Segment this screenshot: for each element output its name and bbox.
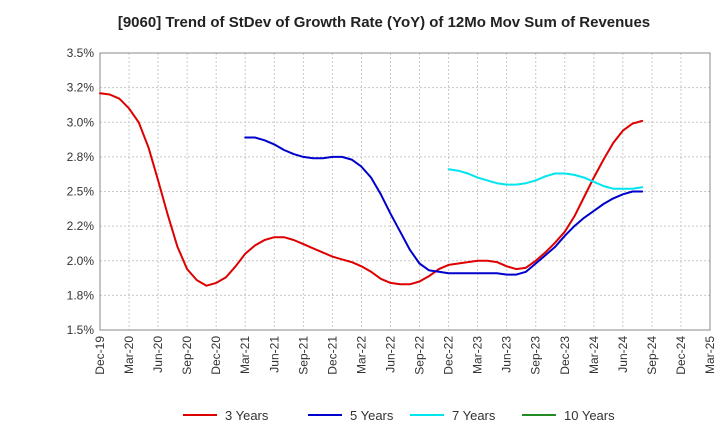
y-tick-label: 2.5% [67,185,95,199]
x-axis-ticks: Dec-19 Mar-20 Jun-20 Sep-20 Dec-20 Mar-21 Jun-… [93,336,717,375]
y-tick-label: 1.5% [67,323,95,337]
x-tick-label: Jun-23 [500,336,514,373]
x-tick-label: Sep-24 [645,336,659,375]
x-tick-label: Dec-22 [442,336,456,375]
legend-label-3-years: 3 Years [225,408,269,423]
plot-area-border [99,52,711,331]
series-line-5-years [244,136,644,276]
x-tick-label: Mar-20 [122,336,136,374]
legend-label-7-years: 7 Years [452,408,496,423]
series-line-3-years [99,92,644,287]
x-tick-label: Sep-23 [529,336,543,375]
y-axis-ticks: 1.5% 1.8% 2.0% 2.2% 2.5% 2.8% 3.0% 3.2% 3.5% [67,46,95,337]
series-line-7-years [447,168,644,190]
y-tick-label: 2.8% [67,150,95,164]
x-tick-label: Jun-24 [616,336,630,373]
x-tick-label: Jun-22 [383,336,397,373]
x-tick-label: Sep-21 [296,336,310,375]
x-tick-label: Jun-20 [151,336,165,373]
x-tick-label: Dec-20 [209,336,223,375]
legend: 3 Years 5 Years 7 Years 10 Years [183,408,615,423]
x-tick-label: Mar-24 [587,336,601,374]
y-tick-label: 1.8% [67,288,95,302]
chart-title: [9060] Trend of StDev of Growth Rate (Yo… [118,14,650,31]
y-tick-label: 3.5% [67,46,95,60]
x-tick-label: Mar-25 [703,336,717,374]
x-tick-label: Dec-21 [325,336,339,375]
x-tick-label: Mar-21 [238,336,252,374]
legend-label-5-years: 5 Years [350,408,394,423]
y-tick-label: 3.0% [67,115,95,129]
x-tick-label: Jun-21 [267,336,281,373]
x-tick-label: Sep-20 [180,336,194,375]
x-tick-label: Mar-22 [354,336,368,374]
y-tick-label: 2.2% [67,219,95,233]
legend-label-10-years: 10 Years [564,408,615,423]
x-tick-label: Dec-19 [93,336,107,375]
x-tick-label: Dec-24 [674,336,688,375]
y-tick-label: 2.0% [67,254,95,268]
grid [99,52,711,331]
y-tick-label: 3.2% [67,81,95,95]
x-tick-label: Sep-22 [413,336,427,375]
x-tick-label: Mar-23 [471,336,485,374]
series-lines [99,92,644,287]
x-tick-label: Dec-23 [558,336,572,375]
